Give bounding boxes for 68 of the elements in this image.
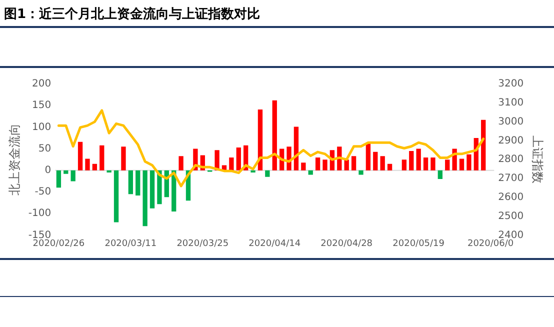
x-tick-label: 2020/04/28 — [320, 238, 373, 249]
y2-tick-label: 2700 — [498, 173, 524, 184]
y2-tick-label: 2500 — [498, 210, 524, 222]
bar — [100, 145, 104, 170]
bar — [322, 160, 328, 170]
bar — [402, 160, 407, 170]
bar — [142, 170, 148, 226]
y-tick-label: 150 — [32, 100, 52, 112]
bar — [92, 164, 98, 170]
y-tick-label: 50 — [38, 143, 52, 154]
bar — [272, 100, 277, 170]
bar — [114, 170, 119, 222]
bar — [315, 157, 320, 170]
bar — [301, 162, 306, 170]
bar — [236, 148, 241, 170]
bar — [481, 120, 486, 170]
y2-tick-label: 2800 — [498, 154, 524, 166]
bar — [136, 170, 140, 196]
y2-tick-label: 2600 — [498, 192, 524, 203]
bar — [430, 157, 436, 170]
bar — [128, 170, 134, 194]
y-tick-label: -150 — [28, 230, 52, 241]
y2-tick-label: 3200 — [498, 78, 524, 90]
y-tick-label: 0 — [44, 164, 52, 176]
x-tick-label: 2020/05/19 — [392, 238, 445, 249]
bar — [438, 170, 442, 180]
bar — [466, 154, 472, 170]
bar — [178, 156, 184, 170]
y-tick-label: 200 — [32, 78, 52, 90]
bar — [358, 170, 364, 175]
y2-axis-title: 上证指数 — [530, 136, 545, 184]
bar — [423, 157, 428, 170]
y-axis-title: 北上资金流向 — [7, 124, 22, 196]
bar — [380, 156, 385, 170]
y-tick-label: -50 — [34, 186, 52, 198]
bar — [250, 170, 256, 173]
bar — [351, 156, 356, 170]
bar — [70, 170, 76, 182]
x-tick-label: 2020/06/0 — [467, 238, 514, 249]
x-tick-label: 2020/02/26 — [32, 238, 85, 249]
y-tick-label: 100 — [32, 122, 52, 133]
bar — [56, 170, 62, 188]
bar — [416, 148, 421, 170]
y2-tick-label: 2900 — [498, 135, 524, 146]
bar — [366, 144, 371, 170]
bar — [445, 160, 450, 170]
y2-tick-label: 3000 — [498, 116, 524, 128]
y-tick-label: -100 — [28, 208, 52, 220]
chart-title: 图1：近三个月北上资金流向与上证指数对比 — [4, 6, 260, 23]
x-tick-label: 2020/03/11 — [104, 238, 157, 249]
bar — [121, 146, 126, 170]
bar — [229, 157, 234, 170]
bar — [344, 160, 349, 170]
bar — [258, 109, 263, 170]
bar — [265, 170, 270, 177]
bar — [409, 150, 414, 170]
bar — [64, 170, 68, 174]
bar — [85, 158, 90, 170]
bar — [78, 142, 83, 170]
x-tick-label: 2020/04/14 — [248, 238, 301, 249]
bar — [387, 164, 392, 170]
bar — [150, 170, 155, 208]
bar — [373, 152, 378, 170]
y2-tick-label: 3100 — [498, 97, 524, 108]
bar — [459, 158, 464, 170]
bar — [106, 170, 112, 173]
x-tick-label: 2020/03/25 — [176, 238, 229, 249]
y2-tick-label: 2400 — [498, 230, 524, 241]
